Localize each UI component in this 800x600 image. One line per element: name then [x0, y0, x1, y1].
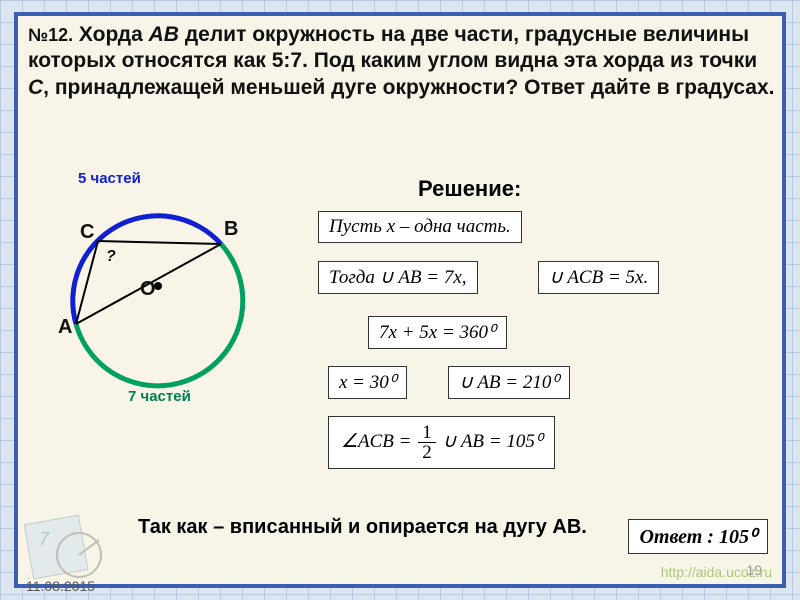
box-let-x: Пусть x – одна часть. — [318, 211, 522, 243]
answer-box: Ответ : 105⁰ — [628, 519, 768, 554]
problem-text: №12. Хорда АВ делит окружность на две ча… — [28, 22, 778, 101]
box-acb: ∪ ACB = 5x. — [538, 261, 659, 294]
arc-7 — [76, 244, 243, 386]
box-angle-acb: ∠ACB = 12 ∪ AB = 105⁰ — [328, 416, 555, 469]
conclusion-text: Так как – вписанный и опирается на дугу … — [138, 516, 587, 539]
box-x30: x = 30⁰ — [328, 366, 407, 399]
angle-question: ? — [106, 248, 116, 266]
solution-title: Решение: — [418, 176, 521, 202]
box-then-ab: Тогда ∪ AB = 7x, — [318, 261, 478, 294]
line-cb — [98, 241, 221, 244]
label-b: В — [224, 218, 238, 241]
svg-text:7: 7 — [39, 529, 50, 549]
circle-diagram: А В С О ? 5 частей 7 частей — [28, 166, 288, 426]
arc1-label: 5 частей — [78, 170, 141, 187]
box-eq360: 7x + 5x = 360⁰ — [368, 316, 507, 349]
corner-decoration: 7 — [24, 510, 114, 580]
footer-date: 11.08.2015 — [26, 578, 95, 594]
fraction-half: 12 — [418, 423, 436, 462]
label-c: С — [80, 221, 94, 244]
slide-frame: №12. Хорда АВ делит окружность на две ча… — [14, 12, 786, 588]
arc2-label: 7 частей — [128, 388, 191, 405]
box-ab210: ∪ AB = 210⁰ — [448, 366, 570, 399]
label-a: А — [58, 316, 72, 339]
watermark: http://aida.ucoz.ru — [661, 564, 772, 580]
problem-number: №12. — [28, 25, 73, 45]
arc-5 — [73, 216, 221, 324]
diagram-svg — [28, 166, 288, 426]
label-o: О — [140, 278, 156, 301]
